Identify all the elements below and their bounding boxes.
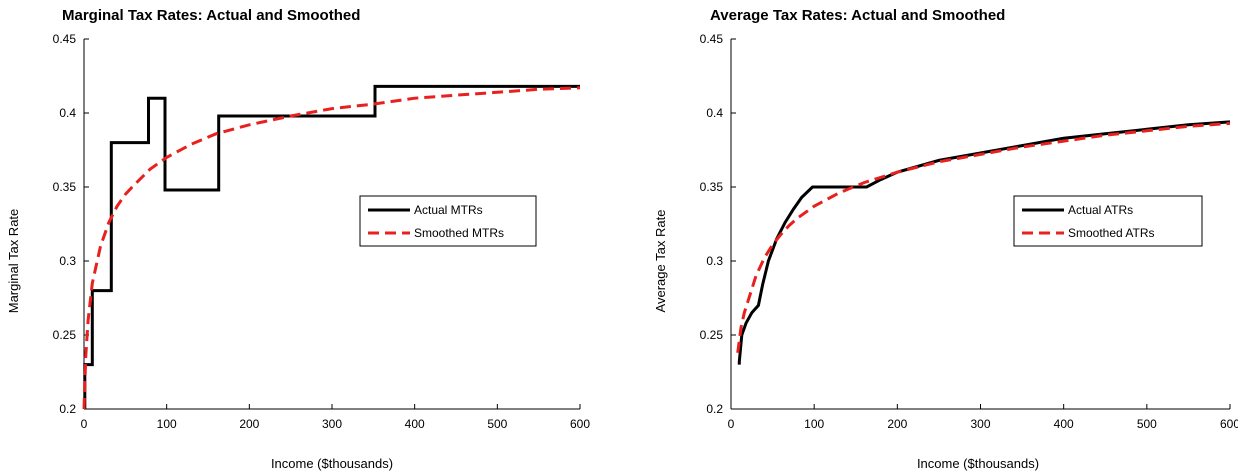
x-tick-label: 600 [570, 417, 590, 431]
x-tick-label: 0 [728, 417, 735, 431]
y-axis-label: Marginal Tax Rate [6, 209, 21, 314]
series-line-smoothed-mtrs [82, 86, 581, 410]
x-tick-label: 100 [157, 417, 177, 431]
x-tick-label: 400 [405, 417, 425, 431]
x-tick-label: 500 [1137, 417, 1157, 431]
x-tick-label: 0 [81, 417, 88, 431]
x-axis-label: Income ($thousands) [271, 456, 393, 471]
series-line-actual-atrs [737, 120, 1231, 365]
x-tick-label: 300 [322, 417, 342, 431]
y-tick-label: 0.35 [53, 180, 77, 194]
x-tick-label: 100 [804, 417, 824, 431]
series-line-smoothed-atrs [736, 121, 1231, 353]
y-tick-label: 0.25 [700, 328, 724, 342]
x-tick-label: 200 [239, 417, 259, 431]
series-line-actual-mtrs [83, 84, 580, 409]
y-tick-label: 0.45 [53, 32, 77, 46]
x-tick-label: 200 [887, 417, 907, 431]
legend-entry: Actual MTRs [414, 203, 483, 217]
y-tick-label: 0.2 [706, 402, 723, 416]
average-tax-chart: Average Tax Rates: Actual and Smoothed I… [653, 7, 1238, 471]
legend-entry: Smoothed ATRs [1068, 226, 1154, 240]
marginal-tax-chart: Marginal Tax Rates: Actual and Smoothed … [6, 7, 590, 471]
y-tick-label: 0.3 [59, 254, 76, 268]
x-tick-label: 500 [487, 417, 507, 431]
x-tick-label: 300 [970, 417, 990, 431]
y-tick-label: 0.45 [700, 32, 724, 46]
y-tick-label: 0.2 [59, 402, 76, 416]
chart-title: Marginal Tax Rates: Actual and Smoothed [62, 7, 360, 24]
legend-box [359, 195, 537, 247]
legend-entry: Smoothed MTRs [414, 226, 504, 240]
y-axis-label: Average Tax Rate [653, 210, 668, 313]
y-tick-label: 0.3 [706, 254, 723, 268]
y-tick-label: 0.35 [700, 180, 724, 194]
legend-entry: Actual ATRs [1068, 203, 1133, 217]
x-tick-label: 600 [1220, 417, 1238, 431]
y-tick-label: 0.4 [706, 106, 723, 120]
y-tick-label: 0.4 [59, 106, 76, 120]
legend-box [1013, 195, 1203, 247]
y-tick-label: 0.25 [53, 328, 77, 342]
chart-title: Average Tax Rates: Actual and Smoothed [710, 7, 1005, 24]
x-axis-label: Income ($thousands) [917, 456, 1039, 471]
x-tick-label: 400 [1054, 417, 1074, 431]
